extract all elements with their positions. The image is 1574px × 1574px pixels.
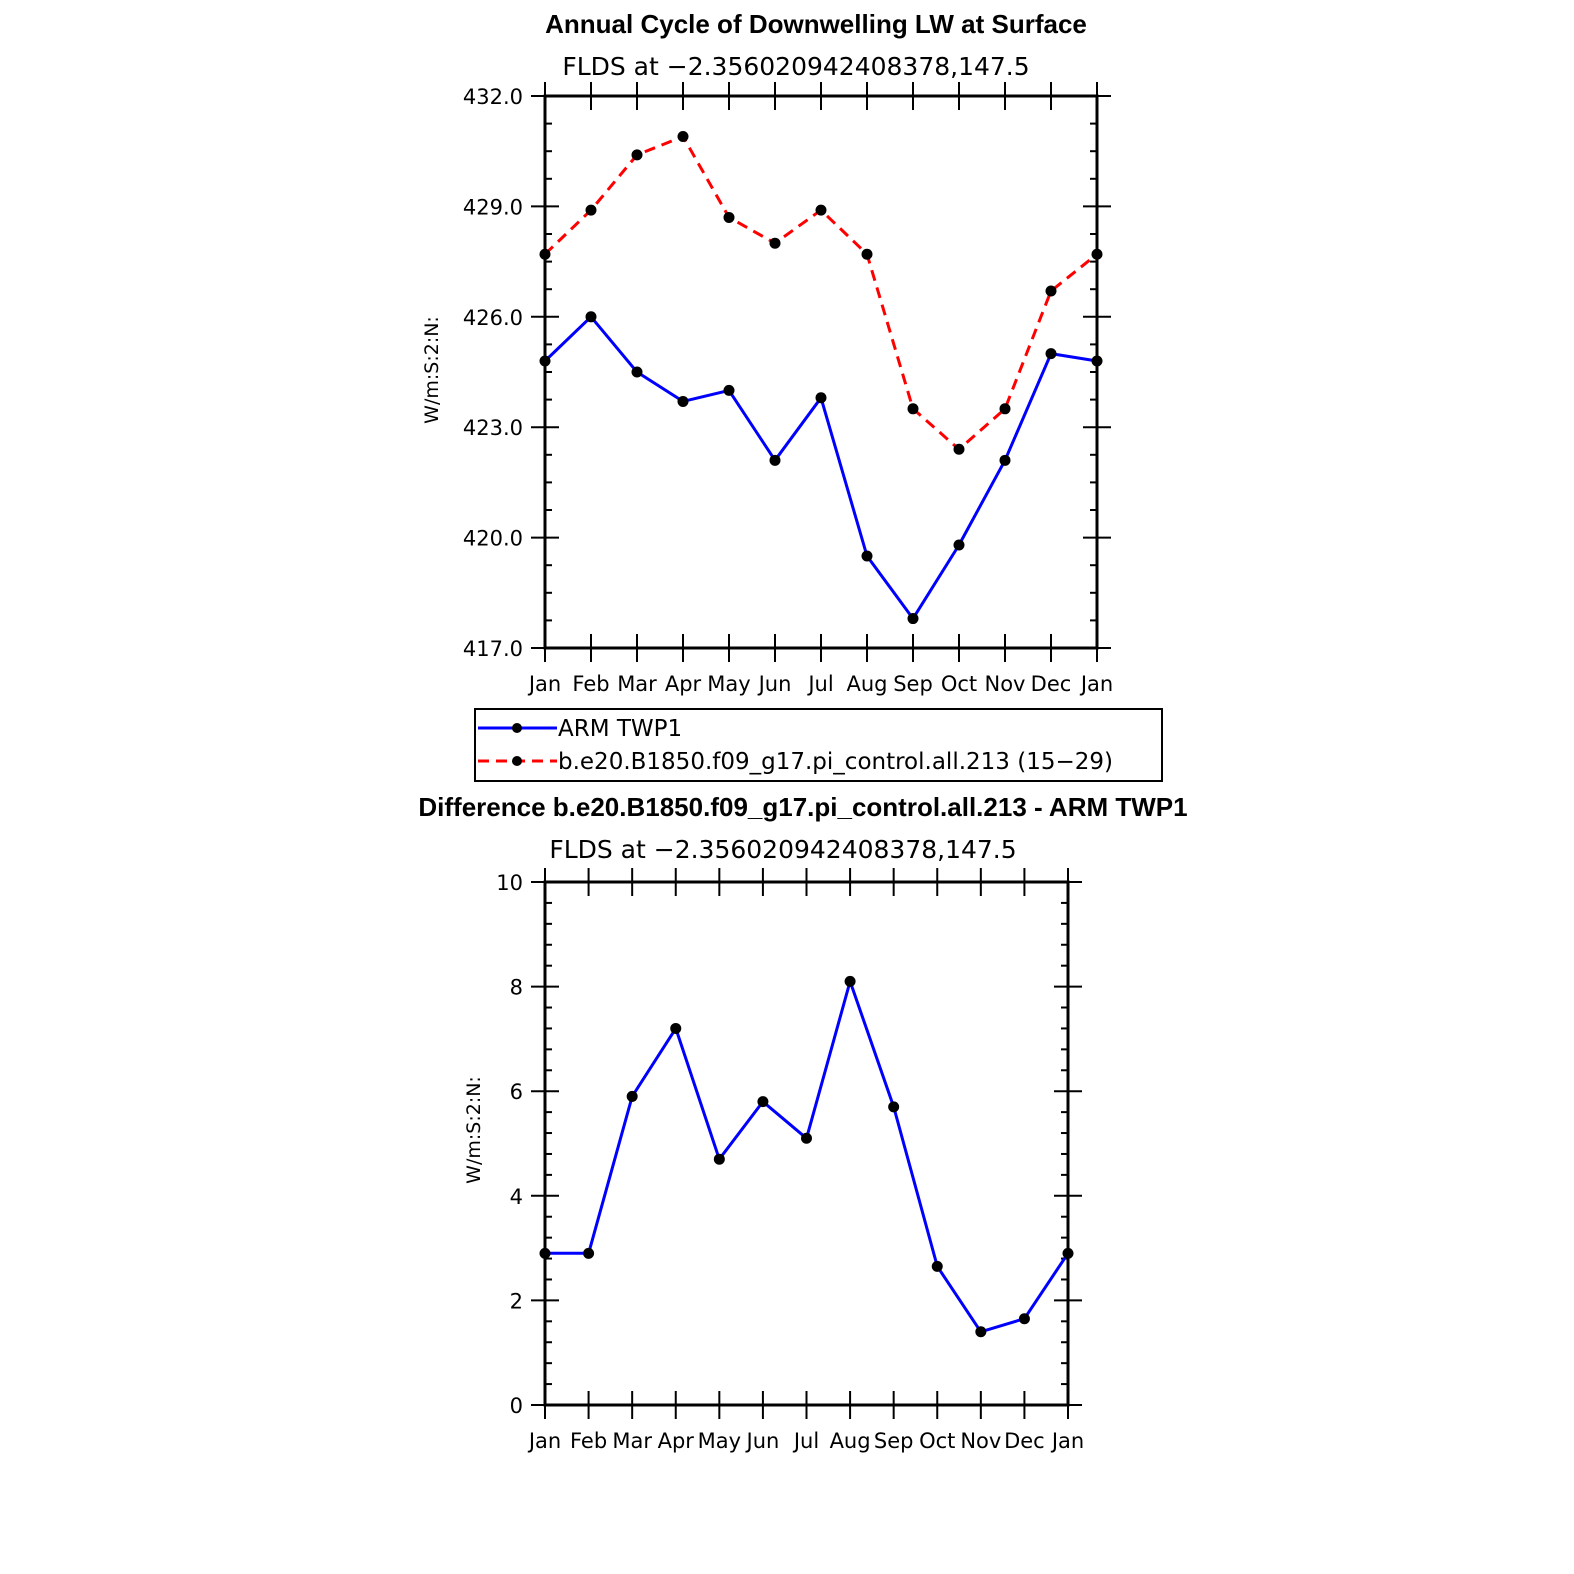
x-tick-labels: Jan Feb Mar Apr May Jun Jul Aug Sep Oct Nov Dec Jan xyxy=(527,1429,1084,1453)
chart-subtitle: FLDS at −2.356020942408378,147.5 xyxy=(562,52,1029,81)
x-tick-label: Sep xyxy=(893,672,933,696)
x-tick-label: Jul xyxy=(806,672,833,696)
chart-subtitle: FLDS at −2.356020942408378,147.5 xyxy=(549,835,1016,864)
x-tick-label: Jan xyxy=(1050,1429,1084,1453)
x-tick-label: Aug xyxy=(846,672,887,696)
y-tick-labels: 0 2 4 6 8 10 xyxy=(496,871,523,1418)
data-point xyxy=(888,1101,900,1113)
y-tick-label: 8 xyxy=(510,976,523,1000)
data-point xyxy=(631,149,643,161)
data-point xyxy=(907,613,919,625)
data-point xyxy=(844,975,856,987)
data-point xyxy=(907,403,919,415)
data-point xyxy=(975,1326,987,1338)
data-point xyxy=(1045,348,1057,360)
legend-entry-model: b.e20.B1850.f09_g17.pi_control.all.213 (… xyxy=(478,749,1113,775)
data-point xyxy=(1045,285,1057,297)
tick-marks xyxy=(531,82,1111,662)
y-axis-label: W/m:S:2:N: xyxy=(463,1076,485,1184)
difference-chart: Difference b.e20.B1850.f09_g17.pi_contro… xyxy=(418,792,1187,1453)
x-tick-label: Dec xyxy=(1031,672,1072,696)
data-point xyxy=(1018,1313,1030,1325)
legend: ARM TWP1 b.e20.B1850.f09_g17.pi_control.… xyxy=(474,708,1163,782)
x-tick-label: Jan xyxy=(527,672,561,696)
data-point xyxy=(583,1247,595,1259)
data-point xyxy=(801,1132,812,1144)
x-tick-label: Apr xyxy=(665,672,702,696)
data-point xyxy=(670,1022,682,1034)
x-tick-label: Mar xyxy=(617,672,657,696)
x-tick-label: Oct xyxy=(941,672,977,696)
data-point xyxy=(713,1153,725,1165)
x-tick-label: Jul xyxy=(792,1429,819,1453)
x-tick-label: Feb xyxy=(570,1429,607,1453)
data-point xyxy=(953,539,965,551)
x-tick-label: Nov xyxy=(960,1429,1001,1453)
legend-entry-arm: ARM TWP1 xyxy=(478,716,682,742)
x-tick-label: Apr xyxy=(658,1429,695,1453)
y-tick-label: 429.0 xyxy=(463,195,523,219)
data-point xyxy=(626,1090,638,1102)
y-tick-label: 0 xyxy=(510,1394,523,1418)
y-tick-label: 417.0 xyxy=(463,637,523,661)
y-tick-labels: 417.0 420.0 423.0 426.0 429.0 432.0 xyxy=(463,85,523,661)
data-point xyxy=(769,237,781,249)
data-point xyxy=(723,211,735,223)
legend-box xyxy=(474,708,1163,782)
data-point xyxy=(999,454,1011,466)
y-tick-label: 6 xyxy=(510,1080,523,1104)
x-tick-label: Nov xyxy=(985,672,1026,696)
data-point xyxy=(931,1260,943,1272)
x-tick-label: May xyxy=(707,672,750,696)
data-point xyxy=(723,384,735,396)
data-point xyxy=(769,454,781,466)
y-tick-label: 420.0 xyxy=(463,527,523,551)
data-point xyxy=(953,443,965,455)
x-tick-label: Feb xyxy=(572,672,609,696)
data-point xyxy=(999,403,1011,415)
y-tick-label: 423.0 xyxy=(463,416,523,440)
series-line-0 xyxy=(545,979,1070,1334)
data-point xyxy=(861,248,873,260)
plot-frame xyxy=(543,880,1070,1407)
legend-marker-model xyxy=(512,756,522,766)
x-tick-label: Jan xyxy=(1079,672,1113,696)
legend-label-arm: ARM TWP1 xyxy=(558,716,682,742)
x-tick-label: May xyxy=(698,1429,741,1453)
series-line-0 xyxy=(543,315,1098,621)
data-point xyxy=(861,550,873,562)
x-tick-label: Oct xyxy=(919,1429,955,1453)
y-tick-label: 10 xyxy=(496,871,523,895)
data-point xyxy=(757,1096,769,1108)
annual-cycle-chart: Annual Cycle of Downwelling LW at Surfac… xyxy=(421,9,1113,696)
chart-title: Annual Cycle of Downwelling LW at Surfac… xyxy=(545,9,1087,39)
x-tick-label: Mar xyxy=(612,1429,652,1453)
y-axis-label: W/m:S:2:N: xyxy=(421,316,443,424)
data-point xyxy=(815,392,827,404)
data-point xyxy=(585,204,597,216)
plot-frame xyxy=(543,94,1099,650)
series-layer xyxy=(539,975,1074,1338)
y-tick-label: 2 xyxy=(510,1289,523,1313)
y-tick-label: 4 xyxy=(510,1185,523,1209)
x-tick-label: Aug xyxy=(830,1429,871,1453)
x-tick-label: Dec xyxy=(1004,1429,1045,1453)
legend-label-model: b.e20.B1850.f09_g17.pi_control.all.213 (… xyxy=(558,749,1113,775)
data-point xyxy=(815,204,827,216)
x-tick-label: Jun xyxy=(745,1429,780,1453)
x-tick-label: Sep xyxy=(874,1429,914,1453)
data-point xyxy=(677,395,689,407)
data-point xyxy=(631,366,643,378)
x-tick-label: Jan xyxy=(527,1429,561,1453)
y-tick-label: 426.0 xyxy=(463,306,523,330)
series-layer xyxy=(539,130,1103,625)
y-tick-label: 432.0 xyxy=(463,85,523,109)
data-point xyxy=(585,311,597,323)
chart-title: Difference b.e20.B1850.f09_g17.pi_contro… xyxy=(418,792,1187,822)
data-point xyxy=(677,130,689,142)
legend-marker-arm xyxy=(512,723,522,733)
x-tick-label: Jun xyxy=(757,672,792,696)
x-tick-labels: Jan Feb Mar Apr May Jun Jul Aug Sep Oct Nov Dec Jan xyxy=(527,672,1113,696)
